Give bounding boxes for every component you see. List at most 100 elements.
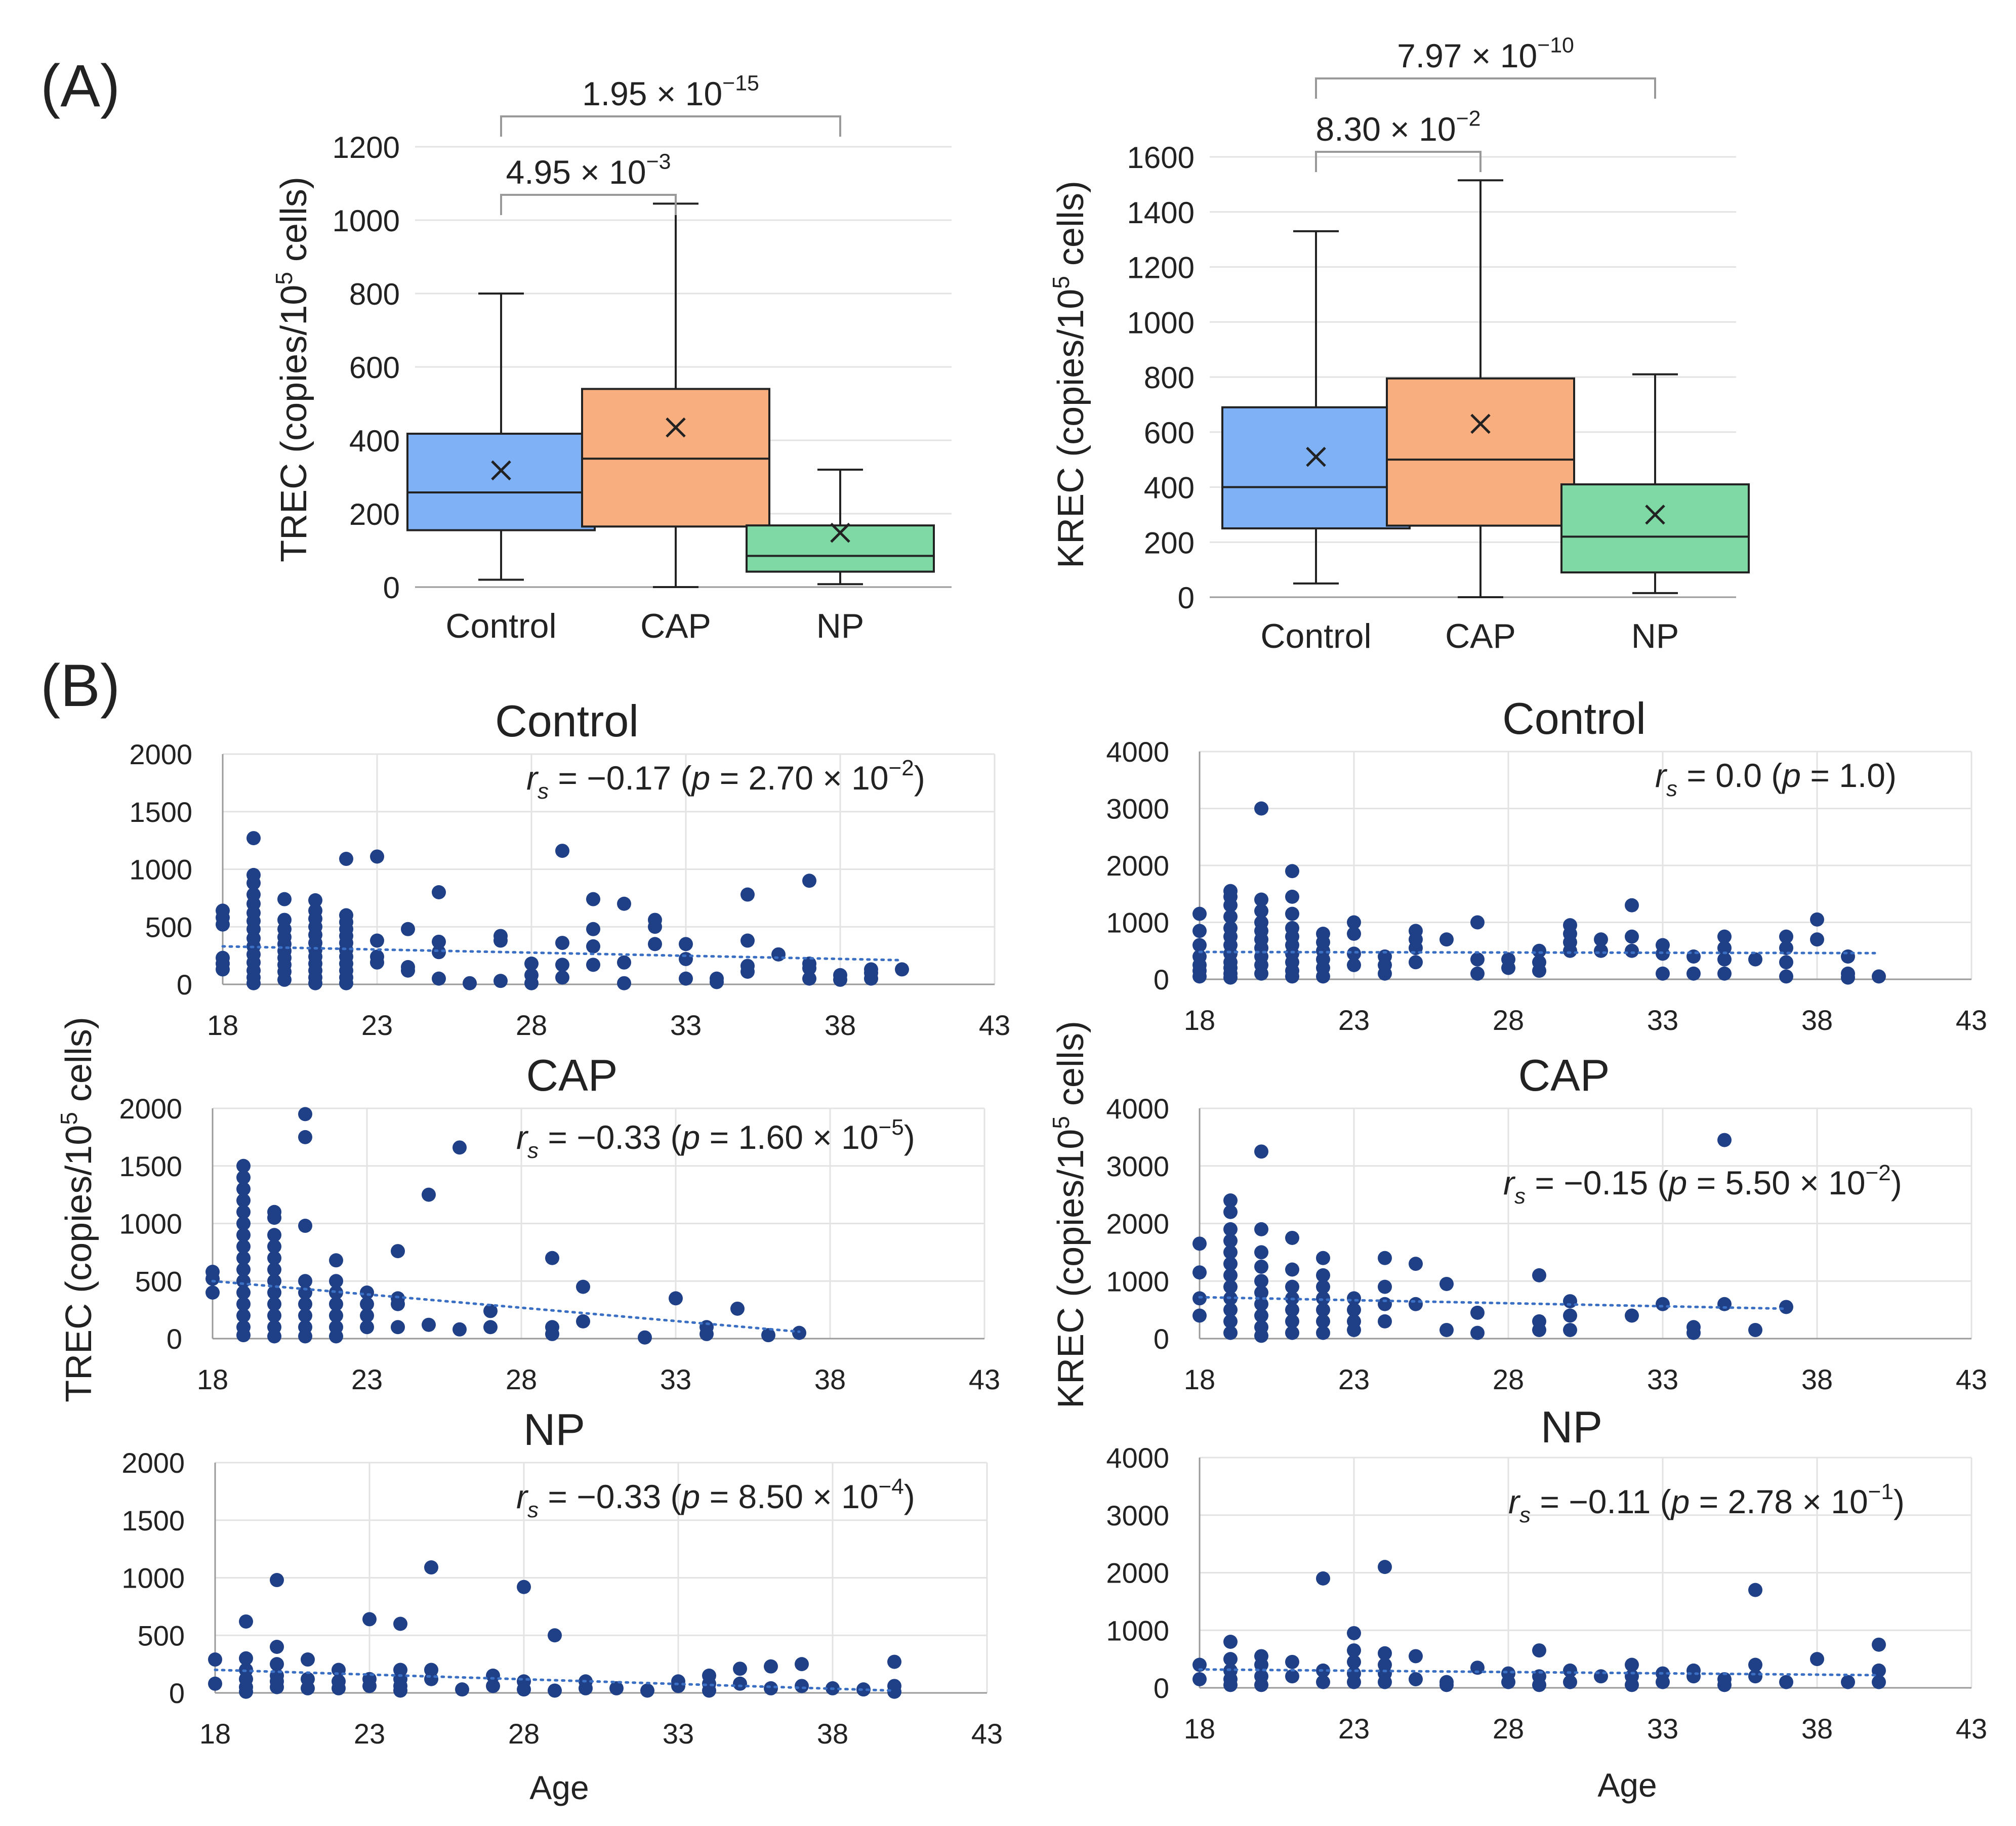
rs-subscript: s xyxy=(538,779,549,804)
significance-bracket xyxy=(500,115,841,137)
x-tick-label: 23 xyxy=(1338,1004,1370,1036)
data-point xyxy=(267,1228,281,1242)
data-point xyxy=(555,936,569,950)
data-point xyxy=(702,1683,716,1698)
y-tick-label: 2000 xyxy=(1106,1208,1169,1240)
data-point xyxy=(370,849,384,864)
data-point xyxy=(617,955,631,970)
data-point xyxy=(1501,1675,1515,1689)
data-point xyxy=(1223,1279,1238,1294)
data-point xyxy=(1254,904,1268,918)
x-tick-label: 38 xyxy=(814,1363,846,1395)
data-point xyxy=(424,1560,438,1575)
data-point xyxy=(493,974,508,988)
data-point xyxy=(236,1158,251,1173)
p-symbol: p xyxy=(691,759,711,797)
y-tick-label: 0 xyxy=(1178,581,1195,615)
x-tick-label: 18 xyxy=(197,1363,228,1395)
close-paren: ) xyxy=(904,1118,915,1156)
data-point xyxy=(1223,898,1238,912)
rs-value: = −0.15 ( xyxy=(1526,1164,1669,1201)
data-point xyxy=(362,1612,377,1627)
data-point xyxy=(576,1314,590,1329)
y-tick-label: 200 xyxy=(349,497,400,531)
data-point xyxy=(517,1580,531,1594)
data-point xyxy=(764,1681,778,1695)
correlation-annotation: rs = −0.17 (p = 2.70 × 10−2) xyxy=(526,756,925,804)
y-tick-label: 0 xyxy=(383,571,400,605)
data-point xyxy=(730,1301,745,1316)
data-point xyxy=(679,951,693,966)
close-paren: ) xyxy=(1885,757,1897,794)
data-point xyxy=(1285,1669,1299,1684)
data-point xyxy=(1316,1314,1330,1329)
data-point xyxy=(239,1684,253,1699)
y-tick-label: 1000 xyxy=(1127,306,1195,340)
rs-symbol: r xyxy=(516,1478,529,1515)
data-point xyxy=(1686,1325,1701,1340)
rs-value: = −0.33 ( xyxy=(539,1118,682,1156)
data-point xyxy=(1223,1233,1238,1248)
x-tick-label: 38 xyxy=(1801,1004,1833,1036)
data-point xyxy=(1841,949,1855,964)
data-point xyxy=(1347,927,1361,941)
data-point xyxy=(1563,1322,1577,1337)
data-point xyxy=(332,1681,346,1695)
data-point xyxy=(267,1262,281,1277)
data-point xyxy=(1841,1675,1855,1689)
p-symbol: p xyxy=(1668,1164,1688,1201)
data-point xyxy=(548,1683,562,1698)
data-point xyxy=(524,957,539,971)
x-tick-label: 18 xyxy=(1184,1004,1215,1036)
data-point xyxy=(795,1679,809,1693)
data-point xyxy=(1563,1294,1577,1309)
data-point xyxy=(1316,1291,1330,1306)
y-tick-label: 2000 xyxy=(1106,1557,1169,1589)
data-point xyxy=(208,1676,222,1691)
rs-value: = 0.0 ( xyxy=(1677,757,1782,794)
data-point xyxy=(362,1679,377,1693)
p-symbol: p xyxy=(681,1118,701,1156)
data-point xyxy=(239,1614,253,1629)
data-point xyxy=(1563,1663,1577,1678)
data-point xyxy=(740,887,755,902)
rs-subscript: s xyxy=(1666,776,1677,801)
p-value-label-base: 7.97 × 10 xyxy=(1397,37,1537,74)
y-tick-label: 600 xyxy=(349,351,400,385)
data-point xyxy=(1779,955,1793,970)
data-point xyxy=(1439,1276,1454,1291)
rs-symbol: r xyxy=(1503,1164,1516,1201)
data-point xyxy=(301,1681,315,1695)
data-point xyxy=(710,975,724,989)
data-point xyxy=(1748,952,1762,967)
data-point xyxy=(236,1308,251,1323)
y-tick-label: 2000 xyxy=(119,1093,182,1125)
data-point xyxy=(764,1659,778,1674)
y-tick-label: 3000 xyxy=(1106,793,1169,825)
x-category-label: Control xyxy=(445,607,556,645)
data-point xyxy=(640,1683,654,1698)
data-point xyxy=(1316,1325,1330,1340)
age-xlabel-left: Age xyxy=(529,1769,589,1806)
p-value: = 8.50 × 10 xyxy=(700,1478,878,1515)
close-paren: ) xyxy=(914,759,925,797)
data-point xyxy=(216,917,230,932)
data-point xyxy=(270,1680,284,1694)
data-point xyxy=(1347,1303,1361,1317)
data-point xyxy=(1285,1262,1299,1277)
rs-value: = −0.17 ( xyxy=(549,759,692,797)
y-tick-label: 400 xyxy=(349,424,400,458)
p-value-label-base: 8.30 × 10 xyxy=(1316,110,1456,148)
data-point xyxy=(1656,1675,1670,1689)
data-point xyxy=(277,972,292,987)
data-point xyxy=(648,937,662,951)
data-point xyxy=(298,1219,312,1233)
data-point xyxy=(1470,1661,1485,1675)
data-point xyxy=(1347,915,1361,930)
data-point xyxy=(1316,1268,1330,1282)
p-symbol: p xyxy=(1781,757,1801,794)
data-point xyxy=(236,1216,251,1231)
data-point xyxy=(1254,1144,1268,1159)
data-point xyxy=(1347,1675,1361,1689)
